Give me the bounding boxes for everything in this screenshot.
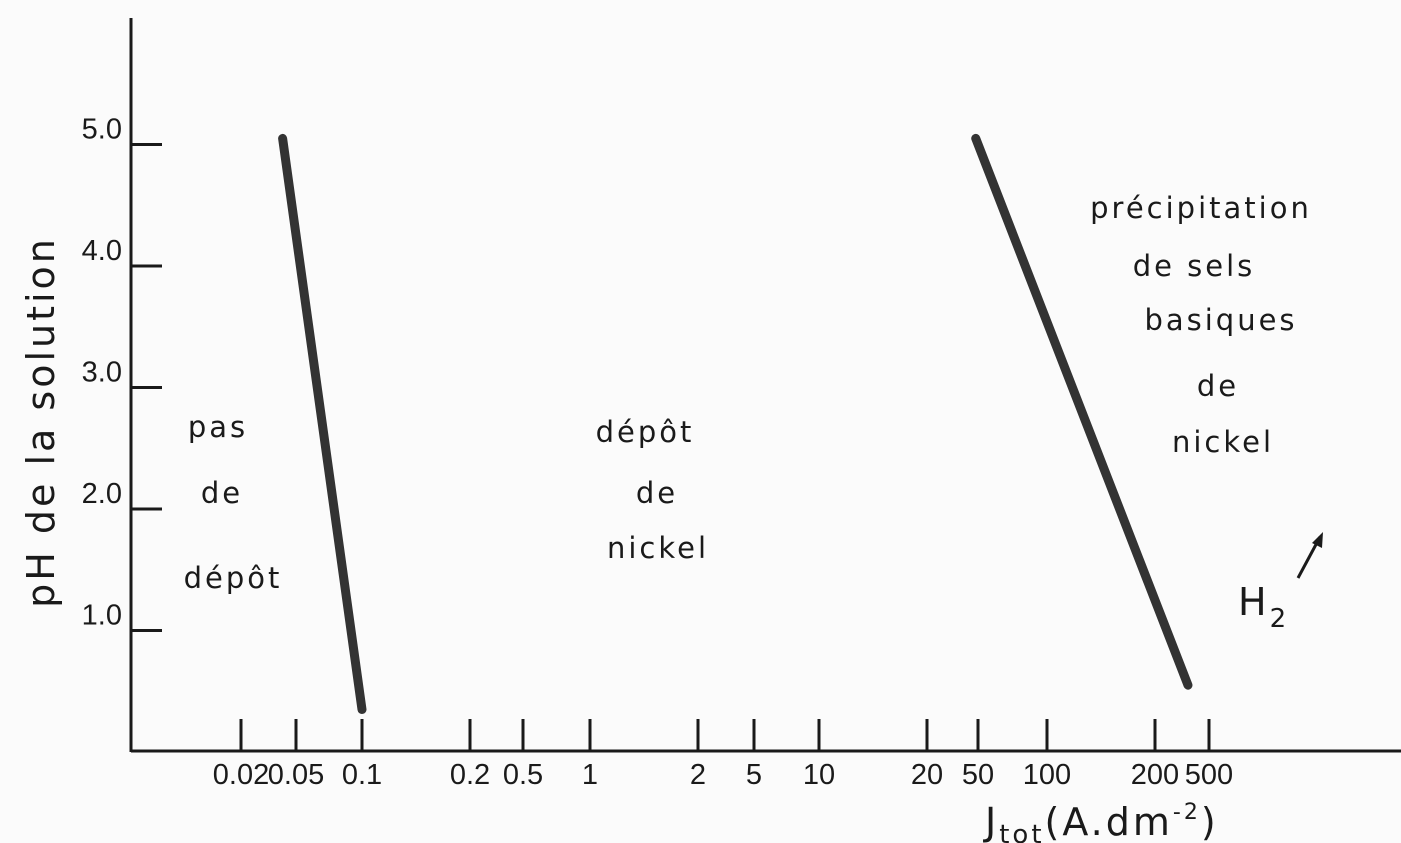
x-tick-label: 20 <box>911 759 943 791</box>
h2-arrow-head-icon <box>1312 532 1323 548</box>
region-basic-salts: précipitation de sels basiques de nickel <box>1090 191 1312 459</box>
y-tick-label: 4.0 <box>82 235 122 267</box>
h2-annotation: H2 <box>1238 532 1323 634</box>
x-tick-label: 0.2 <box>450 759 490 791</box>
y-tick-label: 2.0 <box>82 478 122 510</box>
region-basic-salts-line-1: précipitation <box>1090 191 1312 225</box>
y-tick-label: 1.0 <box>82 600 122 632</box>
region-nickel-deposit-line-1: dépôt <box>596 415 695 449</box>
x-tick-label: 0.5 <box>503 759 543 791</box>
region-no-deposit-line-2: de <box>201 476 243 510</box>
region-no-deposit: pas de dépôt <box>184 410 283 595</box>
region-basic-salts-line-5: nickel <box>1172 425 1274 459</box>
region-nickel-deposit-line-3: nickel <box>607 531 709 565</box>
boundary-line <box>971 133 1193 690</box>
x-ticks: 0.020.05 0.1 0.2 0.5 1 2 5 10 20 50 100 200 500 <box>213 719 1233 791</box>
x-axis-title-close: ) <box>1201 800 1219 843</box>
region-nickel-deposit-line-2: de <box>636 476 678 510</box>
region-basic-salts-line-4: de <box>1197 369 1239 403</box>
x-tick-label: 10 <box>803 759 835 791</box>
h2-label: H2 <box>1238 580 1289 634</box>
region-basic-salts-line-3: basiques <box>1144 303 1297 337</box>
region-nickel-deposit: dépôt de nickel <box>596 415 709 565</box>
x-axis-title-exp: -2 <box>1173 800 1201 825</box>
x-tick-label: 1 <box>582 759 598 791</box>
x-axis-title-sub: tot <box>999 820 1044 843</box>
y-axis-title: pH de la solution <box>19 236 63 608</box>
h2-label-sub: 2 <box>1270 604 1290 634</box>
boundary-line <box>278 133 367 714</box>
x-tick-label: 500 <box>1185 759 1233 791</box>
boundary-lines <box>278 133 1193 714</box>
x-axis-title: Jtot(A.dm-2) <box>983 800 1219 843</box>
x-tick-label: 2 <box>690 759 706 791</box>
region-basic-salts-line-2: de sels <box>1133 249 1256 283</box>
region-no-deposit-line-3: dépôt <box>184 561 283 595</box>
x-axis-title-units: (A.dm <box>1045 800 1173 843</box>
x-tick-label: 5 <box>746 759 762 791</box>
y-tick-label: 3.0 <box>82 357 122 389</box>
y-tick-label: 5.0 <box>82 114 122 146</box>
x-tick-label: 200 <box>1131 759 1179 791</box>
x-tick-label: 100 <box>1023 759 1071 791</box>
y-ticks: 1.0 2.0 3.0 4.0 5.0 <box>82 114 162 632</box>
x-tick-label: 0.1 <box>342 759 382 791</box>
x-tick-label: 50 <box>962 759 994 791</box>
x-tick-label: 0.02 <box>213 759 269 791</box>
x-axis-title-main: J <box>983 800 999 843</box>
x-tick-label: 0.05 <box>268 759 324 791</box>
region-no-deposit-line-1: pas <box>188 410 248 444</box>
h2-label-main: H <box>1238 580 1270 624</box>
